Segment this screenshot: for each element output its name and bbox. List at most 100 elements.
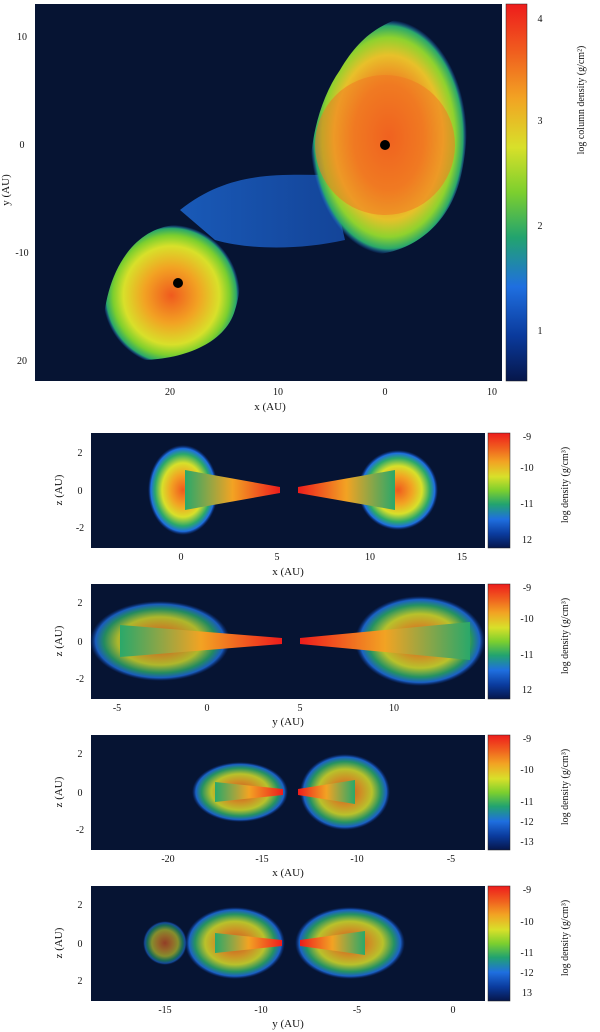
slice-3-right-arm	[298, 780, 355, 804]
top-cbar-tick: 2	[538, 221, 543, 232]
slice-4-ytick: 2	[78, 976, 83, 987]
slice-4-cbar-label: log density (g/cm³)	[560, 900, 571, 976]
slice-3-xtick: -15	[255, 854, 268, 865]
slice-1-cbar-tick: -11	[521, 499, 534, 510]
top-xtick: 0	[383, 387, 388, 398]
slice-3-colorbar	[487, 734, 511, 851]
slice-3-xlabel: x (AU)	[272, 867, 304, 879]
top-xlabel: x (AU)	[254, 401, 286, 413]
top-ytick: -10	[15, 248, 28, 259]
slice-1-cbar-tick: -9	[523, 432, 531, 443]
secondary-disc	[102, 224, 240, 366]
slice-1-xtick: 10	[365, 552, 375, 563]
column-density-panel: 10 0 -10 20 y (AU) 20 10 0 10 x (AU) 4 3…	[0, 3, 587, 413]
slice-4-ylabel: z (AU)	[53, 927, 65, 958]
top-xtick: 10	[273, 387, 283, 398]
slice-2-colorbar	[487, 583, 511, 700]
top-ytick: 20	[17, 356, 27, 367]
slice-1-left-arm	[185, 470, 280, 510]
slice-2-ytick: -2	[76, 674, 84, 685]
slice-2-xtick: 10	[389, 703, 399, 714]
top-xtick: 10	[487, 387, 497, 398]
slice-1-ytick: 0	[78, 486, 83, 497]
slice-2-xtick: 0	[205, 703, 210, 714]
slice-4-cbar-tick: -12	[520, 968, 533, 979]
slice-4-colorbar	[487, 885, 511, 1002]
slice-4-xtick: -10	[254, 1005, 267, 1016]
slice-4-left-arm	[215, 933, 282, 953]
secondary-star	[173, 278, 183, 288]
slice-2-cbar-tick: -10	[520, 614, 533, 625]
slice-2-xtick: -5	[113, 703, 121, 714]
slice-4-xtick: -15	[158, 1005, 171, 1016]
slice-3-ytick: 0	[78, 788, 83, 799]
slice-4-cbar-tick: 13	[522, 988, 532, 999]
gas-bridge	[180, 174, 345, 248]
slice-3-xtick: -5	[447, 854, 455, 865]
slice-4-xtick: -5	[353, 1005, 361, 1016]
density-slice-1: 2 0 -2 z (AU) 0 5 10 15 x (AU) -9 -10 -1…	[53, 432, 571, 578]
slice-2-ylabel: z (AU)	[53, 625, 65, 656]
slice-3-xtick: -20	[161, 854, 174, 865]
slice-1-xtick: 5	[275, 552, 280, 563]
slice-1-ytick: -2	[76, 523, 84, 534]
slice-3-cbar-label: log density (g/cm³)	[560, 749, 571, 825]
slice-3-cbar-tick: -13	[520, 837, 533, 848]
slice-2-ytick: 0	[78, 637, 83, 648]
density-slice-2: 2 0 -2 z (AU) -5 0 5 10 y (AU) -9 -10 -1…	[53, 583, 571, 728]
slice-3-plot-area	[91, 735, 485, 850]
slice-2-xlabel: y (AU)	[272, 716, 304, 728]
slice-1-colorbar	[487, 432, 511, 549]
slice-3-ytick: -2	[76, 825, 84, 836]
slice-4-right-arm	[300, 931, 365, 955]
slice-2-right-arm	[300, 622, 470, 660]
top-cbar-tick: 4	[538, 14, 543, 25]
slice-3-cbar-tick: -9	[523, 734, 531, 745]
slice-2-cbar-tick: 12	[522, 685, 532, 696]
slice-3-ytick: 2	[78, 749, 83, 760]
slice-1-cbar-label: log density (g/cm³)	[560, 447, 571, 523]
top-ytick: 0	[20, 140, 25, 151]
slice-2-cbar-tick: -11	[521, 650, 534, 661]
slice-1-ytick: 2	[78, 448, 83, 459]
slice-4-cbar-tick: -11	[521, 948, 534, 959]
slice-1-left-lobe	[148, 445, 218, 535]
slice-2-xtick: 5	[298, 703, 303, 714]
slice-1-ylabel: z (AU)	[53, 474, 65, 505]
top-xtick: 20	[165, 387, 175, 398]
top-ylabel: y (AU)	[0, 174, 12, 206]
top-cbar-label: log column density (g/cm²)	[576, 46, 587, 155]
slice-4-cbar-tick: -10	[520, 917, 533, 928]
slice-2-ytick: 2	[78, 598, 83, 609]
slice-2-cbar-label: log density (g/cm³)	[560, 598, 571, 674]
slice-4-far-lobe	[143, 921, 187, 965]
slice-4-ytick: 2	[78, 900, 83, 911]
primary-star	[380, 140, 390, 150]
slice-4-xlabel: y (AU)	[272, 1018, 304, 1030]
top-cbar-tick: 3	[538, 116, 543, 127]
slice-2-cbar-tick: -9	[523, 583, 531, 594]
slice-1-cbar-tick: 12	[522, 535, 532, 546]
top-ytick: 10	[17, 32, 27, 43]
slice-1-xlabel: x (AU)	[272, 566, 304, 578]
slice-3-cbar-tick: -11	[521, 797, 534, 808]
slice-4-cbar-tick: -9	[523, 885, 531, 896]
slice-3-left-arm	[215, 782, 283, 802]
density-slice-3: 2 0 -2 z (AU) -20 -15 -10 -5 x (AU) -9 -…	[53, 734, 571, 879]
slice-1-right-lobe	[358, 450, 438, 530]
density-slice-4: 2 0 2 z (AU) -15 -10 -5 0 y (AU) -9 -10 …	[53, 885, 571, 1030]
slice-3-xtick: -10	[350, 854, 363, 865]
slice-2-left-arm	[120, 625, 282, 657]
top-cbar-tick: 1	[538, 326, 543, 337]
slice-4-xtick: 0	[451, 1005, 456, 1016]
slice-3-ylabel: z (AU)	[53, 776, 65, 807]
slice-1-xtick: 15	[457, 552, 467, 563]
top-colorbar	[505, 3, 528, 382]
slice-1-right-arm	[298, 470, 395, 510]
slice-3-cbar-tick: -12	[520, 817, 533, 828]
slice-3-cbar-tick: -10	[520, 765, 533, 776]
slice-1-xtick: 0	[179, 552, 184, 563]
slice-1-cbar-tick: -10	[520, 463, 533, 474]
slice-4-ytick: 0	[78, 939, 83, 950]
